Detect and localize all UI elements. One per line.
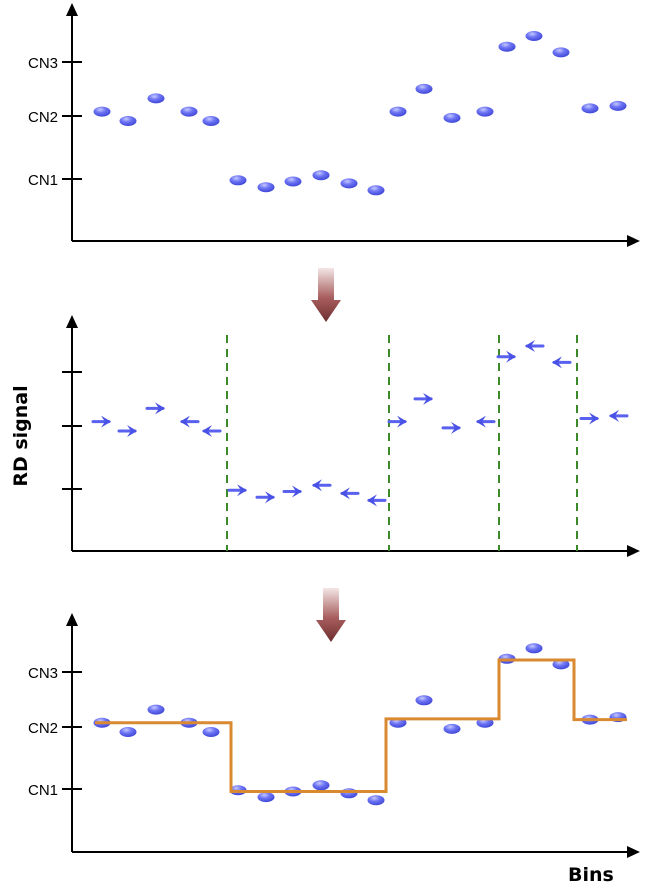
y-axis-title: RD signal	[10, 385, 32, 486]
segmentation-step-line	[95, 658, 627, 793]
y-axis-arrowhead-panel1	[66, 3, 78, 16]
shift-arrow	[180, 415, 200, 428]
shift-arrow	[340, 487, 360, 500]
rd-point	[581, 103, 599, 114]
shift-arrow	[609, 409, 629, 422]
rd-point	[202, 727, 220, 737]
rd-point	[389, 106, 407, 117]
x-axis-arrowhead-panel1	[627, 235, 640, 247]
rd-point	[443, 723, 461, 734]
rd-point	[367, 795, 385, 806]
rd-point	[257, 182, 275, 193]
y-axis-arrowhead-panel2	[66, 315, 78, 328]
shift-arrow	[525, 339, 545, 352]
rd-point	[180, 106, 198, 117]
x-axis-arrowhead-panel3	[627, 846, 640, 858]
rd-point	[147, 704, 165, 715]
rd-point	[312, 780, 330, 791]
shift-arrows	[91, 339, 629, 507]
shift-arrow	[91, 415, 111, 428]
shift-arrow	[202, 425, 222, 438]
shift-arrow	[496, 350, 516, 363]
flow-arrow-2	[316, 588, 346, 642]
shift-arrow	[413, 392, 433, 405]
rd-point	[609, 100, 627, 111]
panel-segmented: CN1 CN2 CN3 Bins	[28, 613, 640, 886]
shift-arrow	[255, 491, 275, 504]
shift-arrow	[367, 494, 387, 507]
down-arrow-2	[316, 588, 346, 642]
rd-point	[202, 116, 220, 126]
rd-point	[476, 106, 494, 117]
x-axis-title: Bins	[568, 864, 614, 886]
shift-arrow	[282, 485, 302, 498]
rd-point	[443, 112, 461, 123]
down-arrow-1	[311, 268, 341, 322]
rd-point	[119, 116, 137, 126]
tick-label-cn1-panel1: CN1	[28, 172, 58, 189]
data-points-panel1	[93, 31, 627, 196]
y-axis-arrowhead-panel3	[66, 613, 78, 626]
shift-arrow	[476, 415, 496, 428]
rd-point	[257, 792, 275, 803]
shift-arrow	[145, 402, 165, 415]
shift-arrow	[441, 421, 461, 434]
tick-label-cn2-panel3: CN2	[28, 720, 58, 737]
rd-point	[525, 643, 543, 654]
segment-boundaries	[226, 335, 578, 551]
shift-arrow	[552, 356, 572, 369]
rd-point	[340, 788, 358, 799]
rd-point	[147, 93, 165, 104]
shift-arrow	[387, 415, 407, 428]
rd-point	[415, 83, 433, 94]
rd-point	[498, 41, 516, 52]
rd-point	[525, 31, 543, 41]
rd-point	[367, 185, 385, 196]
shift-arrow	[312, 479, 332, 492]
flow-arrow-1	[311, 268, 341, 322]
rd-point	[312, 170, 330, 181]
rd-point	[552, 47, 570, 58]
tick-label-cn3-panel1: CN3	[28, 55, 58, 72]
shift-arrow	[227, 484, 247, 497]
tick-label-cn3-panel3: CN3	[28, 665, 58, 682]
rd-point	[340, 178, 358, 189]
shift-arrow	[117, 425, 137, 438]
rd-point	[415, 695, 433, 706]
data-points-panel3	[93, 643, 627, 806]
tick-label-cn1-panel3: CN1	[28, 782, 58, 799]
rd-point	[284, 176, 302, 187]
rd-point	[93, 106, 111, 117]
rd-point	[552, 659, 570, 670]
panel-raw-signal: CN1 CN2 CN3	[28, 3, 640, 247]
rd-point	[229, 175, 247, 186]
panel-mean-shift: RD signal	[10, 315, 640, 557]
rd-point	[119, 727, 137, 737]
tick-label-cn2-panel1: CN2	[28, 109, 58, 126]
shift-arrow	[579, 412, 599, 425]
x-axis-arrowhead-panel2	[627, 545, 640, 557]
